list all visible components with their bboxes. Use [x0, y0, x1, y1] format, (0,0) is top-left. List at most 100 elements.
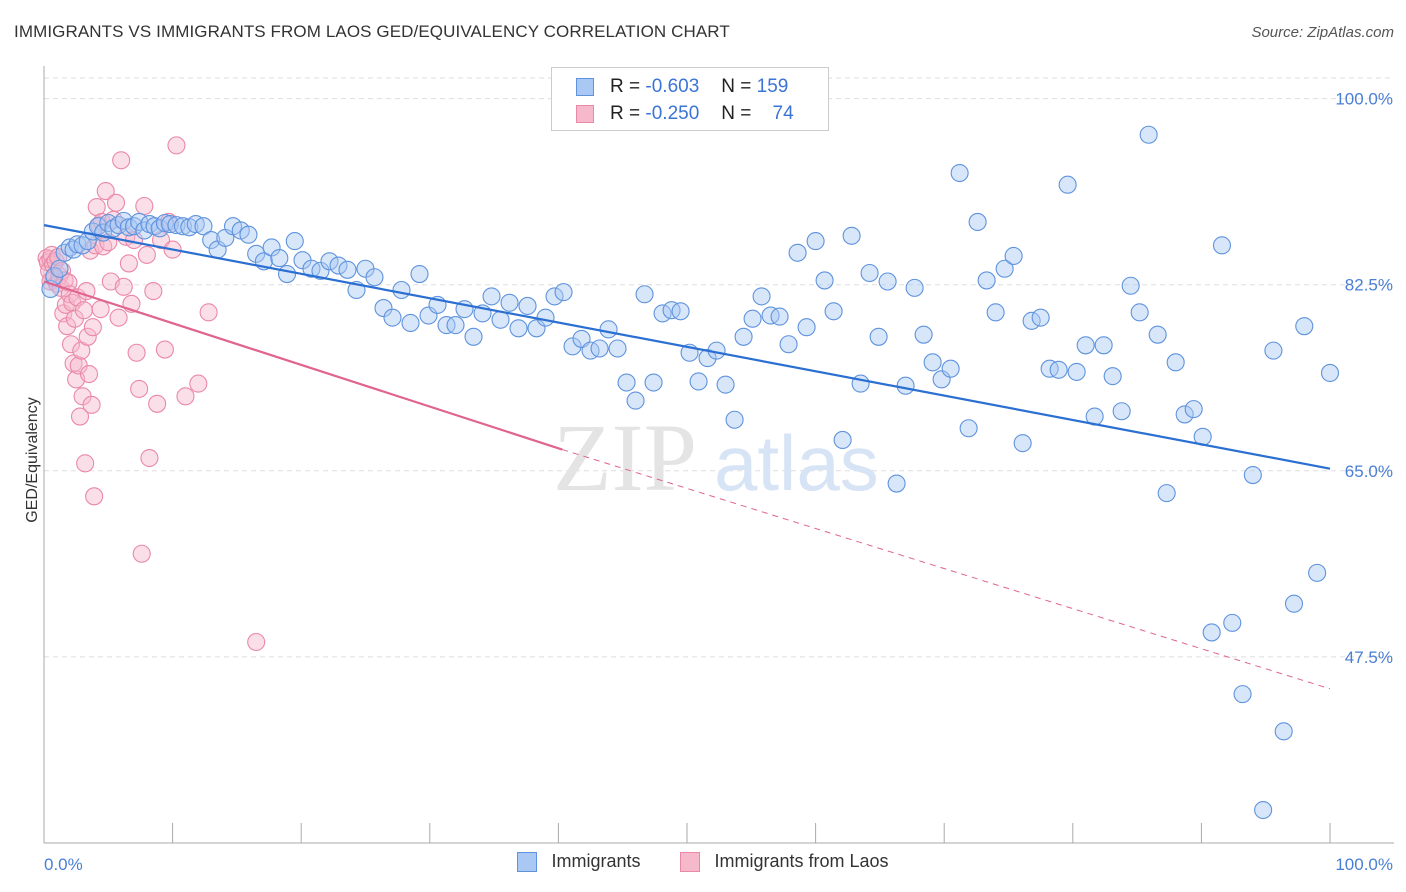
immigrants-point: [626, 391, 645, 410]
immigrants-point: [968, 212, 987, 231]
immigrants-point: [239, 225, 258, 244]
y-tick-label: 100.0%: [1335, 90, 1393, 109]
laos-point: [78, 327, 97, 346]
laos-point: [176, 387, 195, 406]
laos-trend-extension: [562, 449, 1331, 690]
immigrants-point: [995, 259, 1014, 278]
immigrants-point: [833, 430, 852, 450]
immigrants-point: [734, 327, 753, 346]
immigrants-point: [1212, 236, 1232, 255]
legend-r-value: -0.603: [645, 76, 700, 97]
immigrants-point: [761, 306, 780, 325]
legend-row-laos: R = -0.250 N = 74: [576, 101, 794, 127]
legend: R = -0.603 N = 159 R = -0.250 N = 74: [551, 67, 829, 131]
immigrants-point: [716, 375, 735, 394]
x-tick-label: 0.0%: [44, 855, 83, 874]
immigrants-point: [1121, 276, 1140, 295]
laos-point: [70, 407, 90, 426]
immigrants-point: [247, 244, 266, 263]
laos-point: [76, 454, 95, 473]
axis-layer: [43, 66, 1394, 844]
legend-r-label: R =: [610, 76, 641, 97]
y-axis-label: GED/Equivalency: [24, 397, 41, 522]
immigrants-point: [1254, 800, 1273, 820]
immigrants-point: [202, 230, 221, 250]
immigrants-point: [285, 232, 304, 251]
immigrants-point: [950, 163, 969, 183]
laos-point: [85, 487, 104, 506]
immigrants-point: [617, 373, 636, 392]
immigrants-point: [338, 260, 357, 279]
immigrants-point: [1295, 317, 1314, 336]
laos-point: [109, 308, 128, 327]
immigrants-point: [725, 410, 744, 429]
immigrants-point: [374, 299, 393, 318]
immigrants-point: [104, 219, 123, 238]
immigrants-point: [815, 271, 834, 290]
immigrants-point: [1013, 434, 1032, 453]
laos-trend-line: [43, 280, 563, 451]
immigrants-point: [1139, 125, 1158, 144]
immigrants-point: [1148, 325, 1167, 344]
legend-swatch-immigrants: [576, 78, 594, 96]
immigrants-point: [446, 316, 465, 335]
laos-point: [112, 151, 131, 170]
immigrants-point: [1130, 303, 1149, 322]
immigrants-point: [914, 325, 933, 344]
laos-point: [148, 394, 167, 413]
immigrants-point: [1103, 367, 1122, 386]
laos-point: [189, 374, 208, 393]
laos-point: [83, 318, 102, 337]
laos-point: [96, 182, 115, 201]
immigrants-point: [869, 327, 888, 346]
immigrants-point: [959, 419, 978, 438]
laos-point: [74, 301, 93, 320]
series-immigrants-points: [41, 125, 1340, 820]
immigrants-point: [50, 259, 69, 278]
watermark-zip: ZIP: [553, 404, 697, 511]
laos-point: [114, 277, 133, 296]
immigrants-point: [1284, 594, 1304, 613]
bottom-legend-laos: Immigrants from Laos: [680, 851, 889, 872]
immigrants-point: [194, 217, 213, 236]
immigrants-point: [1274, 722, 1293, 741]
immigrants-point: [797, 318, 816, 337]
chart-source: Source: ZipAtlas.com: [1251, 24, 1394, 41]
laos-point: [140, 448, 159, 468]
immigrants-point: [1031, 308, 1050, 327]
laos-point: [144, 282, 163, 301]
immigrants-point: [401, 313, 420, 333]
laos-point: [199, 303, 218, 322]
immigrants-point: [896, 376, 915, 395]
bottom-legend-label: Immigrants from Laos: [714, 851, 889, 871]
immigrants-point: [1157, 484, 1176, 503]
laos-point: [119, 254, 138, 273]
immigrants-point: [320, 252, 339, 271]
immigrants-point: [644, 373, 663, 392]
grid-layer: [44, 77, 1394, 658]
immigrants-point: [599, 320, 618, 339]
immigrants-point: [1233, 685, 1252, 704]
immigrants-point: [779, 335, 798, 354]
immigrants-point: [923, 353, 942, 372]
immigrants-point: [1320, 363, 1340, 383]
immigrants-point: [500, 293, 519, 312]
bottom-legend-label: Immigrants: [551, 851, 641, 871]
y-tick-label: 65.0%: [1345, 462, 1393, 481]
legend-n-label: N =: [721, 76, 752, 97]
immigrants-point: [1184, 400, 1203, 419]
immigrants-point: [581, 341, 600, 360]
laos-point: [155, 340, 174, 359]
legend-swatch-laos: [576, 105, 594, 123]
legend-n-value: 159: [756, 76, 789, 97]
laos-point: [61, 335, 81, 354]
immigrants-point: [770, 307, 789, 326]
immigrants-point: [270, 249, 289, 268]
immigrants-point: [464, 327, 483, 346]
legend-n-value: 74: [772, 103, 794, 124]
x-tick-label: 100.0%: [1335, 855, 1393, 874]
immigrants-point: [662, 301, 681, 320]
immigrants-point: [311, 261, 330, 280]
tick-layer: 47.5% 65.0% 82.5% 100.0% 0.0% 100.0%: [44, 90, 1393, 874]
